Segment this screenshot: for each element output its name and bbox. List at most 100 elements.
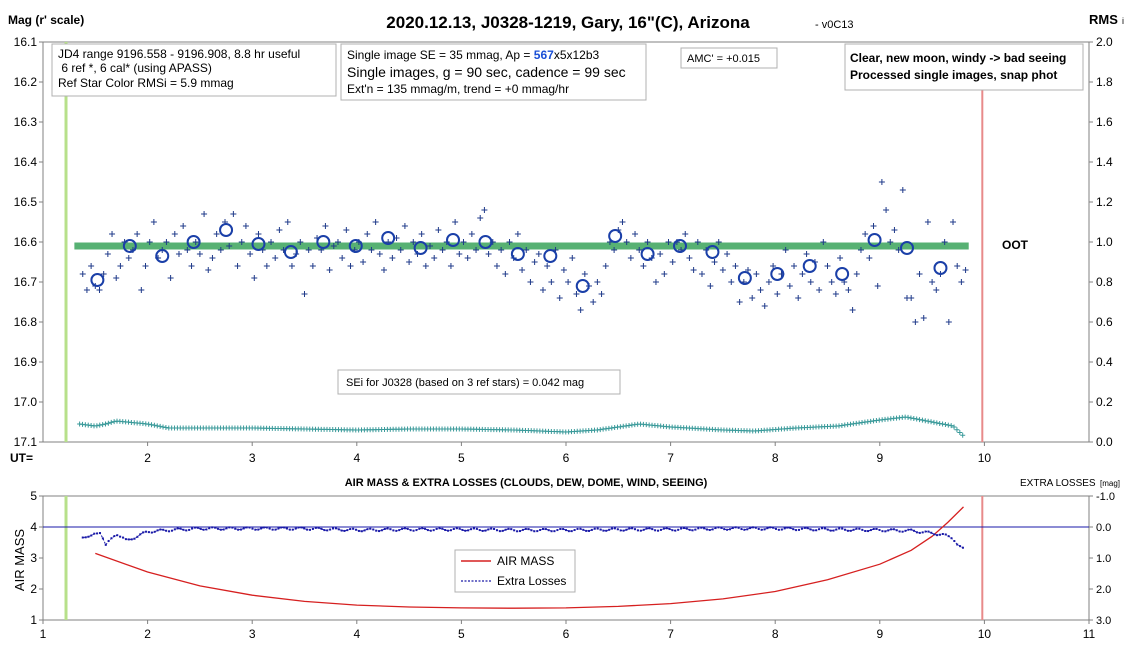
extra-losses-point [288,528,291,531]
rms-point [954,427,960,433]
info-range-line-1: JD4 range 9196.558 - 9196.908, 8.8 hr us… [58,47,300,61]
extra-losses-point [927,530,930,533]
top-y-tick-label: 16.5 [14,195,38,209]
extra-losses-point [596,527,599,530]
info-settings-line-1: Single image SE = 35 mmag, Ap = 567x5x12… [347,48,600,62]
single-image-point [117,263,124,269]
single-image-point [372,219,379,225]
extra-losses-point [636,529,639,532]
binned-point [186,235,201,249]
single-image-point [569,255,576,261]
single-image-point [460,239,467,245]
extra-losses-point [372,528,375,531]
binned-point [446,233,461,247]
binned-point [705,245,720,259]
extra-losses-point [87,535,90,538]
rms-point [917,417,923,423]
extra-losses-point [168,530,171,533]
single-image-point [857,247,864,253]
single-image-point [268,239,275,245]
rms-point [102,421,108,427]
extra-losses-point [510,528,513,531]
top-x-tick-label: 7 [667,451,674,465]
extra-losses-point [657,529,660,532]
extra-losses-point [645,527,648,530]
single-image-point [715,239,722,245]
single-image-point [962,267,969,273]
rms-point [160,424,166,430]
extra-losses-point [498,530,501,533]
extra-losses-point [838,527,841,530]
extra-losses-point [913,529,916,532]
top-y2-tick-label: 0.8 [1096,275,1113,289]
single-image-point [113,275,120,281]
bottom-x-tick-label: 2 [144,627,151,641]
binned-point [933,261,948,275]
binned-point [835,267,850,281]
rms-point [928,419,934,425]
extra-losses-point [337,528,340,531]
single-image-point [924,219,931,225]
extra-losses-point [841,527,844,530]
extra-losses-point [464,529,467,532]
extra-losses-point [950,537,953,540]
extra-losses-point [933,533,936,536]
single-image-point [690,267,697,273]
bottom-x-tick-label: 3 [249,627,256,641]
extra-losses-points [81,526,964,549]
bottom-x-tick-label: 8 [772,627,779,641]
extra-losses-point [705,528,708,531]
single-image-point [632,231,639,237]
extra-losses-point [237,528,240,531]
extra-losses-point [291,528,294,531]
single-image-point [887,239,894,245]
extra-losses-point [452,527,455,530]
extra-losses-point [257,528,260,531]
single-image-point [284,219,291,225]
extra-losses-point [797,528,800,531]
extra-losses-point [867,530,870,533]
extra-losses-point [185,529,188,532]
single-image-point [368,247,375,253]
extra-losses-point [245,526,248,529]
single-image-point [242,223,249,229]
single-image-point [782,247,789,253]
extra-losses-point [944,533,947,536]
extra-losses-point [159,528,162,531]
single-image-point [941,239,948,245]
single-image-point [602,263,609,269]
extra-losses-point [959,545,962,548]
extra-losses-point [501,529,504,532]
note-line-2: Processed single images, snap phot [850,68,1057,82]
single-image-point [263,263,270,269]
extra-losses-point [199,527,202,530]
extra-losses-point [774,527,777,530]
extra-losses-point [884,530,887,533]
binned-point [673,239,688,253]
single-image-point [682,231,689,237]
single-image-point [146,239,153,245]
extra-losses-point [352,527,355,530]
extra-losses-point [101,537,104,540]
single-image-point [665,239,672,245]
single-image-point [96,287,103,293]
extra-losses-point [821,527,824,530]
single-image-point [761,303,768,309]
binned-point [348,239,363,253]
extra-losses-point [193,526,196,529]
top-y2-tick-label: 0.6 [1096,315,1113,329]
extra-losses-point [593,527,596,530]
extra-losses-point [383,528,386,531]
single-image-point [765,279,772,285]
extra-losses-point [668,528,671,531]
single-image-point [908,295,915,301]
bottom-y-ticks-right: -1.0 0.0 1.0 2.0 3.0 [1089,491,1115,627]
single-image-point [343,227,350,233]
extra-losses-point [611,527,614,530]
top-x-tick-label: 2 [144,451,151,465]
extra-losses-point [211,526,214,529]
single-image-point [694,239,701,245]
extra-losses-point [104,543,107,546]
extra-losses-point [507,527,510,530]
